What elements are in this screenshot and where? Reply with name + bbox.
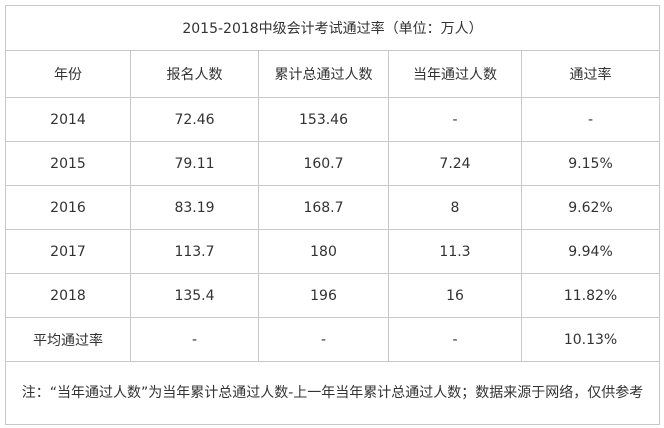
- data-cell: -: [258, 317, 389, 362]
- data-row: 2018 135.4 196 16 11.82%: [5, 273, 661, 318]
- data-cell: 2016: [5, 185, 131, 230]
- data-row: 2014 72.46 153.46- -: [5, 97, 661, 142]
- data-cell: 153.46: [258, 97, 389, 142]
- header-row: 年份 报名人数 累计总通过人数 当年通过人数 通过率: [5, 50, 661, 98]
- data-table: 2015-2018中级会计考试通过率（单位：万人） 年份 报名人数 累计总通过人数当…: [4, 5, 661, 425]
- data-cell: -: [388, 317, 522, 362]
- title-row: 2015-2018中级会计考试通过率（单位：万人）: [4, 5, 661, 51]
- data-cell: 2017: [5, 229, 131, 274]
- data-row: 2015 79.11 160.7 7.24 9.15%: [5, 141, 661, 186]
- data-cell: -: [388, 97, 522, 142]
- data-cell: 196: [258, 273, 389, 318]
- data-cell: 7.24: [388, 141, 522, 186]
- data-cell: 83.19: [130, 185, 259, 230]
- header-cell: 通过率: [520, 50, 661, 98]
- data-cell: -: [520, 97, 661, 142]
- data-cell: 2015: [5, 141, 131, 186]
- data-row: 2016 83.19 168.7 8 9.62%: [5, 185, 661, 230]
- table-title: 2015-2018中级会计考试通过率（单位：万人）: [4, 5, 661, 51]
- data-cell: 180: [258, 229, 389, 274]
- data-cell: 160.7: [258, 141, 389, 186]
- data-cell: 2018: [5, 273, 131, 318]
- data-cell: 2014: [5, 97, 131, 142]
- data-cell: 11.3: [388, 229, 522, 274]
- header-cell: 报名人数: [130, 50, 259, 98]
- data-cell: 9.62%: [520, 185, 661, 230]
- data-cell: 8: [388, 185, 522, 230]
- data-cell: 135.4: [130, 273, 259, 318]
- data-cell: 16: [388, 273, 522, 318]
- header-cell: 累计总通过人数: [258, 50, 389, 98]
- data-cell: 10.13%: [520, 317, 661, 362]
- data-cell: 平均通过率: [5, 317, 131, 362]
- data-cell: -: [130, 317, 259, 362]
- data-cell: 168.7: [258, 185, 389, 230]
- data-cell: 11.82%: [520, 273, 661, 318]
- data-cell: 113.7: [130, 229, 259, 274]
- header-cell: 当年通过人数: [388, 50, 522, 98]
- note: 注：“当年通过人数”为当年累计总通过人数-上一年当年累计总通过人数；数据来源于网…: [4, 361, 661, 425]
- header-cell: 年份: [5, 50, 131, 98]
- note-row: 注：“当年通过人数”为当年累计总通过人数-上一年当年累计总通过人数；数据来源于网…: [4, 361, 661, 425]
- data-cell: 9.94%: [520, 229, 661, 274]
- data-cell: 72.46: [130, 97, 259, 142]
- data-row: 平均通过率 - - -10.13%: [5, 317, 661, 362]
- data-row: 2017 113.7 180 11.3 9.94%: [5, 229, 661, 274]
- data-cell: 9.15%: [520, 141, 661, 186]
- data-cell: 79.11: [130, 141, 259, 186]
